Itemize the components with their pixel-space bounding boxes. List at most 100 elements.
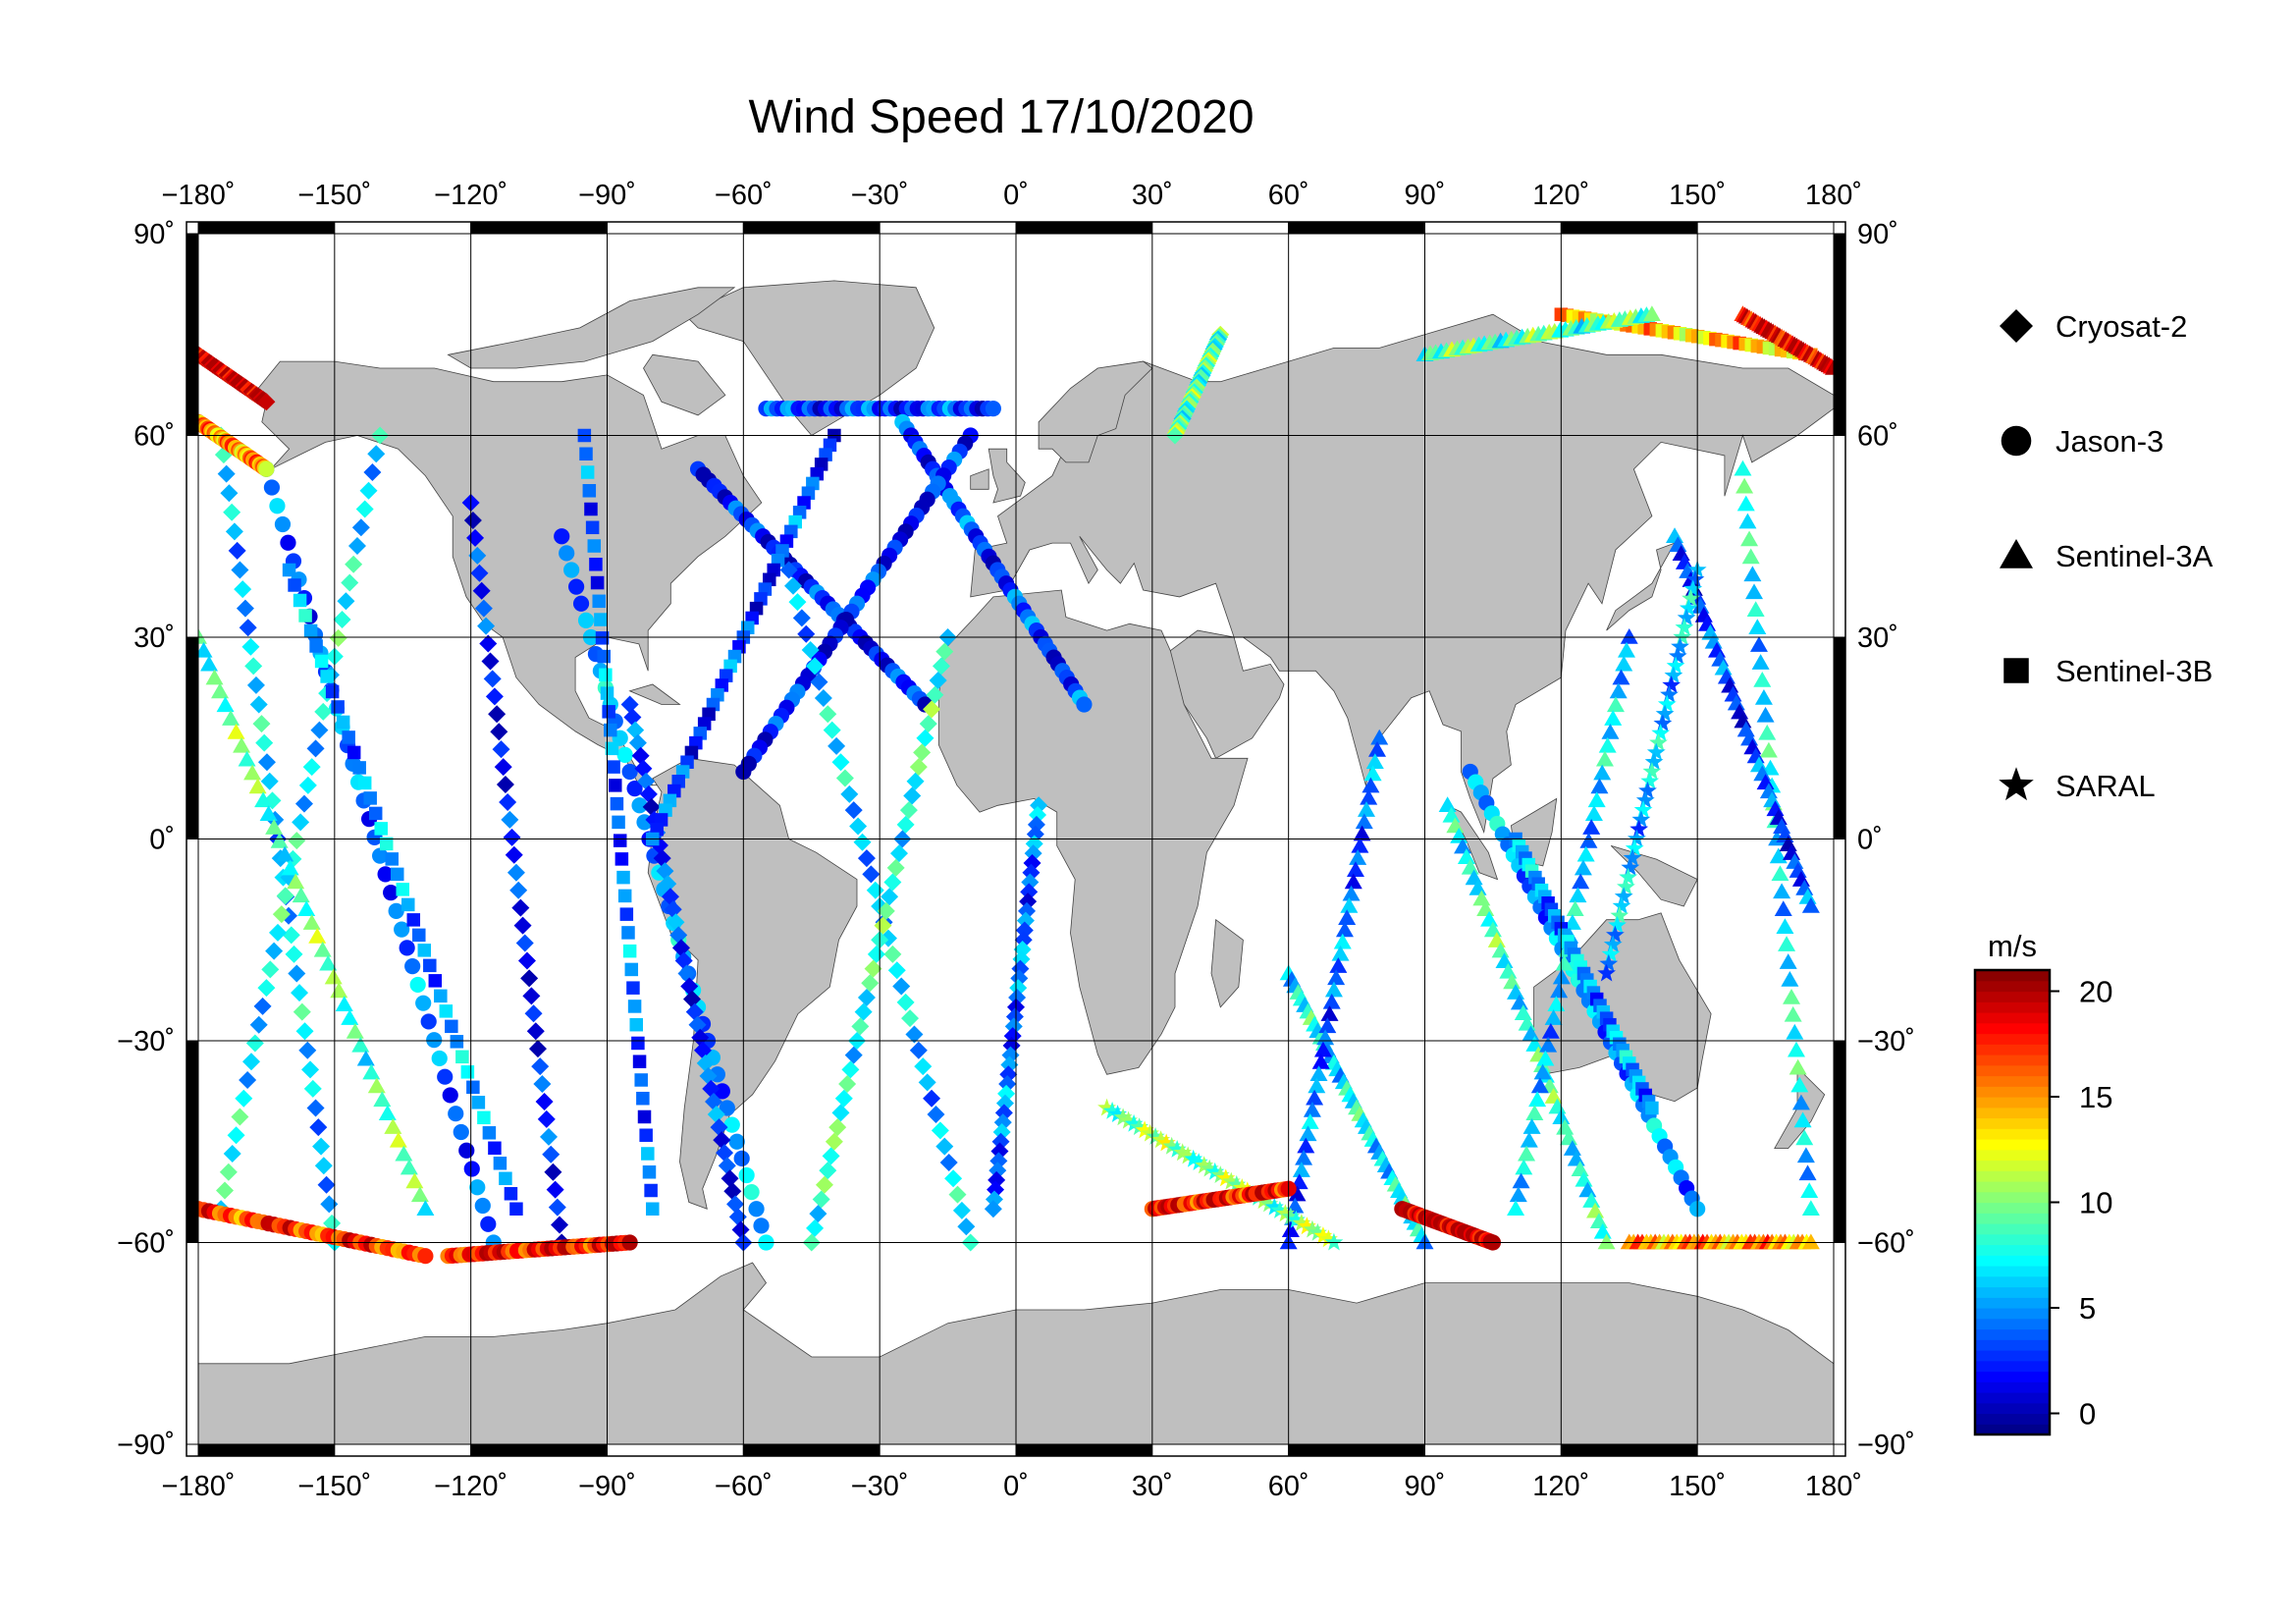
sentinel-3a-point bbox=[1773, 883, 1791, 899]
cryosat-2-point bbox=[952, 1201, 971, 1219]
saral-point bbox=[1606, 925, 1625, 944]
cryosat-2-point bbox=[544, 1163, 562, 1181]
sentinel-3b-point bbox=[309, 639, 323, 653]
cryosat-2-point bbox=[220, 484, 239, 503]
sentinel-3a-point bbox=[1299, 1125, 1317, 1142]
land-madagascar bbox=[1210, 918, 1244, 1008]
legend-label: SARAL bbox=[2056, 769, 2156, 803]
sentinel-3a-point bbox=[1735, 477, 1754, 494]
saral-point bbox=[1664, 666, 1683, 684]
cryosat-2-point bbox=[245, 1034, 264, 1053]
cryosat-2-point bbox=[919, 715, 937, 733]
cryosat-2-point bbox=[721, 1169, 739, 1188]
sentinel-3a-point bbox=[1595, 750, 1614, 767]
lon-tick-label-bottom: −30˚ bbox=[851, 1471, 909, 1502]
saral-point bbox=[1640, 771, 1660, 789]
colorbar-segment bbox=[1975, 1012, 2050, 1024]
sentinel-3b-point bbox=[488, 1141, 502, 1156]
cryosat-2-point bbox=[246, 676, 265, 694]
track-sentinel-3b-25 bbox=[1509, 832, 1659, 1115]
jason-3-point bbox=[728, 1133, 745, 1150]
sentinel-3a-point bbox=[1736, 495, 1755, 512]
longitude-labels: −180˚ −180˚ −150˚ −150˚ −120˚ −120˚ −90˚ −90˚ −6… bbox=[162, 180, 1863, 1502]
track-sentinel-3a-37 bbox=[1415, 305, 1661, 362]
track-saral-28 bbox=[1597, 560, 1707, 982]
cryosat-2-point bbox=[298, 1041, 317, 1059]
sentinel-3b-point bbox=[617, 889, 632, 903]
cryosat-2-point bbox=[503, 828, 521, 846]
saral-point bbox=[1178, 1146, 1198, 1164]
saral-point bbox=[1324, 1232, 1344, 1251]
cryosat-2-point bbox=[854, 1002, 873, 1021]
diamond-icon bbox=[2000, 309, 2033, 343]
colorbar-unit: m/s bbox=[1988, 929, 2037, 963]
sentinel-3a-point bbox=[1525, 1105, 1544, 1120]
frame-band-right bbox=[1833, 839, 1846, 1042]
jason-3-point bbox=[453, 1123, 469, 1141]
sentinel-3a-point bbox=[1771, 865, 1789, 882]
colorbar-segment bbox=[1975, 1223, 2050, 1235]
saral-point bbox=[1200, 1159, 1219, 1177]
cryosat-2-point bbox=[227, 1126, 245, 1145]
cryosat-2-point bbox=[223, 1144, 241, 1163]
sentinel-3a-point bbox=[211, 682, 230, 699]
sentinel-3a-point bbox=[1738, 513, 1757, 529]
cryosat-2-point bbox=[890, 844, 908, 863]
sentinel-3b-point bbox=[1645, 1101, 1659, 1115]
frame-band-bottom bbox=[1151, 1443, 1290, 1457]
colorbar-segment bbox=[1975, 1350, 2050, 1362]
sentinel-3a-point bbox=[1825, 359, 1834, 375]
saral-point bbox=[1597, 963, 1616, 982]
cryosat-2-point bbox=[239, 619, 257, 637]
lon-tick-label-bottom: −180˚ bbox=[162, 1471, 236, 1502]
cryosat-2-point bbox=[355, 500, 374, 518]
saral-point bbox=[1119, 1110, 1138, 1129]
sentinel-3b-point bbox=[396, 883, 409, 896]
lat-tick-label-left: 90˚ bbox=[133, 219, 175, 250]
legend-label: Cryosat-2 bbox=[2056, 309, 2187, 344]
saral-point bbox=[1682, 589, 1700, 607]
cryosat-2-point bbox=[341, 573, 359, 592]
lat-tick-label-right: 30˚ bbox=[1857, 622, 1898, 654]
jason-3-point bbox=[448, 1106, 464, 1122]
saral-point bbox=[1303, 1219, 1322, 1238]
cryosat-2-point bbox=[819, 1162, 837, 1180]
cryosat-2-point bbox=[810, 673, 828, 691]
lat-tick-label-right: −30˚ bbox=[1857, 1026, 1915, 1057]
colorbar-segment bbox=[1975, 1318, 2050, 1330]
sentinel-3a-point bbox=[1779, 953, 1797, 969]
sentinel-3a-point bbox=[341, 1009, 359, 1025]
sentinel-3a-point bbox=[405, 1172, 424, 1189]
saral-point bbox=[1628, 829, 1646, 847]
colorbar-segment bbox=[1975, 1097, 2050, 1109]
sentinel-3a-point bbox=[1786, 1023, 1804, 1040]
cryosat-2-point bbox=[531, 1057, 550, 1076]
cryosat-2-point bbox=[623, 708, 642, 727]
cryosat-2-point bbox=[470, 564, 489, 582]
saral-point bbox=[1671, 636, 1689, 655]
track-jason-3-31 bbox=[1144, 1180, 1297, 1217]
sentinel-3a-point bbox=[198, 641, 213, 658]
sentinel-3a-point bbox=[1579, 832, 1598, 848]
cryosat-2-point bbox=[914, 1057, 933, 1076]
sentinel-3a-point bbox=[1574, 859, 1592, 876]
cryosat-2-point bbox=[260, 772, 279, 790]
frame-band-top bbox=[1015, 221, 1153, 235]
cryosat-2-point bbox=[223, 503, 241, 521]
sentinel-3b-point bbox=[592, 594, 606, 609]
cryosat-2-point bbox=[716, 1144, 734, 1163]
lon-tick-label-bottom: −60˚ bbox=[715, 1471, 773, 1502]
lon-tick-label-top: 0˚ bbox=[1003, 180, 1029, 211]
saral-point bbox=[1264, 1197, 1284, 1216]
saral-point bbox=[1617, 877, 1635, 895]
saral-point bbox=[1642, 762, 1662, 780]
cryosat-2-point bbox=[828, 736, 846, 755]
sentinel-3b-point bbox=[590, 575, 605, 590]
sentinel-3a-point bbox=[287, 873, 305, 890]
track-jason-3-0 bbox=[758, 401, 1001, 417]
colorbar-segment bbox=[1975, 1128, 2050, 1140]
sentinel-3a-point bbox=[1587, 791, 1606, 808]
colorbar-segment bbox=[1975, 1392, 2050, 1404]
cryosat-2-point bbox=[490, 723, 508, 741]
jason-3-point bbox=[280, 534, 296, 551]
